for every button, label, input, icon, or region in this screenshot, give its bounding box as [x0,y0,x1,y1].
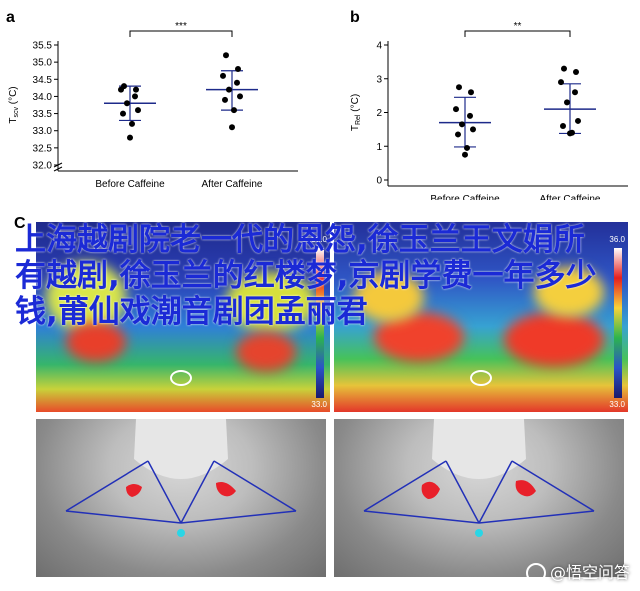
data-point [470,126,476,133]
wukong-logo-icon [525,563,546,583]
colorbar-min: 33.0 [609,400,625,409]
x-category-label: After Caffeine [540,194,601,200]
y-axis-label: TRel (°C) [350,94,362,131]
significance-label: ** [514,21,522,32]
x-category-label: Before Caffeine [95,179,165,190]
y-tick-label: 32.0 [33,161,53,172]
panel-c-letter: C [14,215,26,232]
x-category-label: Before Caffeine [430,194,500,200]
thermal-image-before: 36.0 33.0 [36,222,330,412]
panel-c: C [0,210,640,591]
roi-ring [170,370,192,386]
significance-label: *** [175,21,187,32]
colorbar-max: 36.0 [311,235,327,244]
y-tick-label: 32.5 [33,143,53,154]
colorbar-min: 33.0 [311,400,327,409]
y-tick-label: 2 [376,108,382,119]
data-point [235,66,241,72]
y-tick-label: 1 [376,142,382,153]
data-point [133,86,139,93]
data-point [132,93,138,100]
significance-bracket [464,30,571,37]
colorbar [316,248,324,398]
data-point [129,120,135,127]
colorbar-max: 36.0 [609,235,625,244]
data-point [456,84,462,91]
data-point [572,89,578,96]
overlay-chinese-text: 上海越剧院老一代的恩怨,徐玉兰王文娟所有越剧,徐玉兰的红楼梦,京剧学费一年多少钱… [15,222,597,330]
gray-image-after [334,419,624,577]
watermark: @悟空问答 [525,559,630,583]
axis-break [53,162,63,172]
thermal-image-after: 36.0 33.0 [334,222,628,412]
data-point [467,112,473,119]
y-tick-label: 34.0 [33,92,53,103]
data-point [226,86,232,93]
data-point [234,79,240,86]
data-point [564,99,570,106]
y-tick-label: 33.5 [33,109,53,120]
y-tick-label: 34.5 [33,75,53,86]
data-point [229,124,235,131]
watermark-text: @悟空问答 [549,562,630,582]
chart-panel-b: b 0 1 2 3 4 TRel (°C) Before Caffeine After Caff… [350,9,628,200]
colorbar [614,248,622,398]
data-point [561,65,567,72]
data-point [455,131,461,138]
x-category-label: After Caffeine [202,179,263,190]
data-point [560,123,566,129]
y-tick-label: 35.0 [33,58,53,69]
chart-panel-a: a 32.0 32.5 33.0 33.5 34.0 34.5 35.0 35.5 Tscv (°… [6,9,298,190]
data-point [462,151,468,158]
y-axis-label: Tscv (°C) [8,86,20,123]
y-tick-label: 33.0 [33,126,53,137]
data-point [223,52,229,59]
gray-image-before [36,419,326,577]
panel-letter: a [6,9,15,26]
data-point [567,130,573,137]
data-point [222,96,228,103]
data-point [135,107,141,114]
data-point [573,69,579,75]
data-point [124,100,130,107]
data-point [575,117,581,124]
data-point [231,107,237,114]
roi-ring [470,370,492,386]
data-point [459,121,465,128]
significance-bracket [129,30,233,37]
data-point [237,93,243,100]
data-point [127,134,133,141]
data-point [468,89,474,96]
y-tick-label: 4 [376,41,382,52]
y-tick-label: 3 [376,74,382,85]
data-point [118,86,124,93]
y-tick-label: 0 [376,176,382,187]
panel-letter: b [350,9,360,26]
data-point [464,144,470,151]
data-point [453,106,459,113]
data-point [558,79,564,86]
data-point [220,72,226,79]
y-tick-label: 35.5 [33,41,53,52]
data-point [120,110,126,117]
